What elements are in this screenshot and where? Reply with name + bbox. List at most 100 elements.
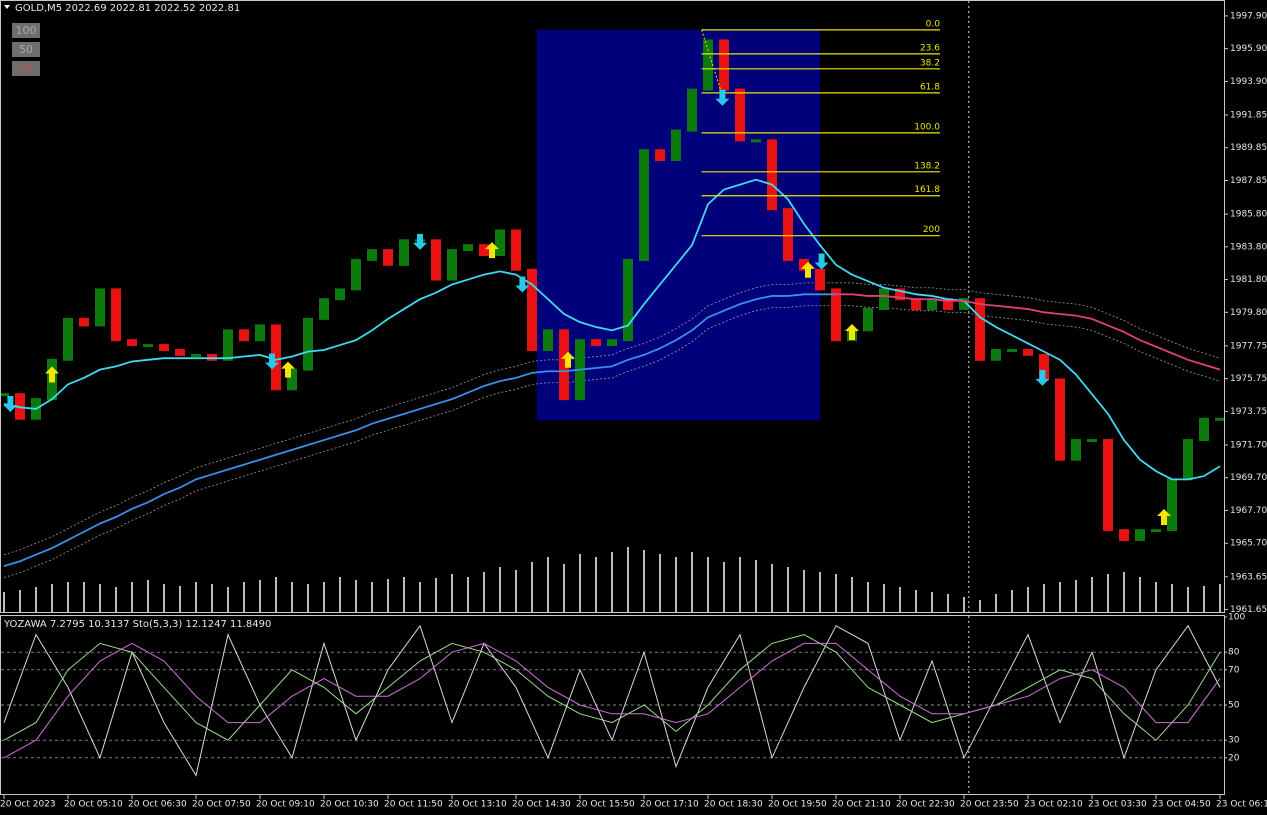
button-label[interactable]: 100	[16, 24, 37, 37]
oscillator-title: YOZAWA 7.2795 10.3137 Sto(5,3,3) 12.1247…	[3, 619, 271, 630]
candle	[543, 329, 553, 351]
candle	[303, 317, 313, 371]
ma-slow-2	[836, 293, 1221, 371]
y-tick-label: 1993.90	[1230, 77, 1267, 87]
x-tick-label: 20 Oct 10:30	[320, 800, 379, 810]
x-tick-label: 20 Oct 19:50	[768, 800, 827, 810]
volume-bar	[707, 557, 709, 612]
candle	[527, 268, 537, 351]
y-tick-label: 1967.70	[1230, 506, 1267, 516]
main-frame	[0, 0, 1225, 613]
candle	[271, 324, 281, 391]
volume-bar	[1043, 584, 1045, 612]
volume-bar	[483, 572, 485, 612]
band-upper	[836, 282, 1221, 359]
volume-bar	[1123, 572, 1125, 612]
fibo-label: 200	[923, 225, 940, 235]
candle	[319, 298, 329, 320]
candle	[95, 288, 105, 327]
volume-bar	[787, 567, 789, 612]
candle	[767, 139, 777, 211]
button-label[interactable]: 25	[19, 62, 33, 75]
x-tick-label: 20 Oct 11:50	[384, 800, 443, 810]
ma-slow	[3, 293, 836, 568]
zoom-buttons: 100 50 25	[12, 23, 40, 76]
volume-bar	[99, 584, 101, 612]
y-tick-label: 1995.90	[1230, 44, 1267, 54]
x-tick-label: 20 Oct 15:50	[576, 800, 635, 810]
y-tick-label: 30	[1228, 736, 1240, 746]
candle	[751, 139, 761, 143]
volume-bar	[915, 590, 917, 612]
y-tick-label: 20	[1228, 753, 1240, 763]
candle	[735, 88, 745, 142]
y-tick-label: 1983.80	[1230, 242, 1267, 252]
volume-bar	[227, 587, 229, 612]
candle	[1135, 529, 1145, 541]
volume-bar	[259, 580, 261, 612]
x-tick-label: 20 Oct 13:10	[448, 800, 507, 810]
y-tick-label: 1989.85	[1230, 143, 1267, 153]
volume-bar	[179, 586, 181, 612]
candle	[351, 258, 361, 291]
fibo-label: 100.0	[914, 122, 940, 132]
menu-triangle[interactable]	[4, 5, 10, 9]
volume-bar	[1219, 584, 1221, 612]
candle	[127, 339, 137, 347]
volume-bar	[291, 582, 293, 612]
volume-bar	[1027, 587, 1029, 612]
volume-bar	[339, 577, 341, 612]
candle	[1119, 529, 1129, 541]
candle	[1039, 353, 1049, 381]
buy-arrow	[45, 366, 59, 383]
y-tick-label: 1963.65	[1230, 572, 1267, 582]
y-tick-label: 1991.85	[1230, 110, 1267, 120]
button-label[interactable]: 50	[19, 43, 33, 56]
sell-arrow	[715, 89, 730, 106]
x-tick-label: 23 Oct 03:30	[1088, 800, 1147, 810]
oscillator-line	[3, 634, 1221, 741]
y-tick-label: 1971.70	[1230, 440, 1267, 450]
candle	[255, 324, 265, 342]
band-lower	[836, 305, 1221, 382]
volume-bar	[899, 587, 901, 612]
volume-bar	[883, 584, 885, 612]
candle	[959, 298, 969, 311]
candle	[1007, 348, 1017, 352]
candle	[239, 329, 249, 342]
volume-bar	[611, 552, 613, 612]
volume-bar	[499, 567, 501, 612]
y-tick-label: 1961.65	[1230, 605, 1267, 615]
candle	[783, 208, 793, 261]
sell-arrow	[515, 276, 530, 293]
volume-bar	[1107, 574, 1109, 612]
fibo-label: 161.8	[914, 185, 940, 195]
volume-bar	[739, 557, 741, 612]
volume-bar	[51, 584, 53, 612]
sell-arrow	[1035, 369, 1050, 386]
candle	[1183, 439, 1193, 481]
candle	[799, 258, 809, 271]
volume-bar	[755, 560, 757, 612]
candle	[655, 149, 665, 162]
oscillator-line	[3, 642, 1221, 759]
y-tick-label: 1979.80	[1230, 308, 1267, 318]
candle	[1071, 439, 1081, 461]
y-tick-label: 80	[1228, 648, 1240, 658]
x-tick-label: 23 Oct 06:10	[1216, 800, 1267, 810]
volume-bar	[1155, 582, 1157, 612]
volume-bar	[419, 582, 421, 612]
volume-bar	[771, 564, 773, 612]
button[interactable]	[12, 61, 40, 76]
candle	[943, 298, 953, 311]
volume-bar	[3, 592, 5, 612]
y-tick-label: 1973.75	[1230, 407, 1267, 417]
button[interactable]	[12, 23, 40, 38]
button[interactable]	[12, 42, 40, 57]
volume-bar	[515, 570, 517, 612]
candle	[1103, 439, 1113, 532]
volume-bar	[947, 594, 949, 612]
candle	[143, 344, 153, 348]
